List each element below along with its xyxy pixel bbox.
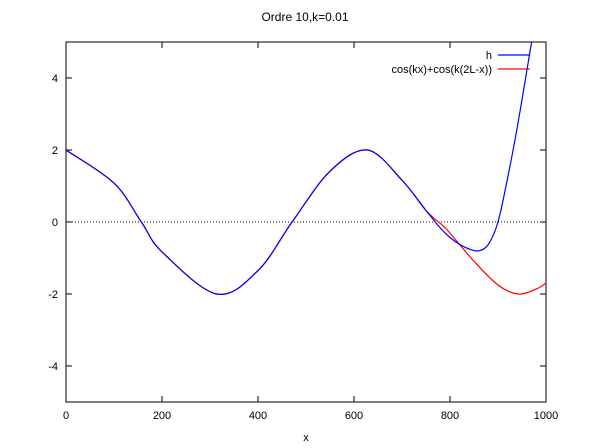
axis-ticks: 0 200 400 600 800 1000 4 2 0 -2 -4 xyxy=(48,42,558,422)
legend-label: h xyxy=(486,50,492,62)
chart-title: Ordre 10,k=0.01 xyxy=(261,10,348,24)
x-tick-label: 200 xyxy=(153,410,171,422)
x-tick-label: 400 xyxy=(249,410,267,422)
y-tick-label: -4 xyxy=(48,361,58,373)
legend-label: cos(kx)+cos(k(2L-x)) xyxy=(391,64,492,76)
y-tick-label: -2 xyxy=(48,289,58,301)
y-tick-label: 0 xyxy=(52,217,58,229)
y-tick-label: 2 xyxy=(52,145,58,157)
series-line-h xyxy=(66,42,533,295)
x-tick-label: 800 xyxy=(441,410,459,422)
legend: h cos(kx)+cos(k(2L-x)) xyxy=(391,50,530,76)
y-tick-label: 4 xyxy=(52,73,58,85)
x-axis-label: x xyxy=(303,432,309,444)
x-tick-label: 0 xyxy=(63,410,69,422)
x-tick-label: 1000 xyxy=(534,410,558,422)
x-tick-label: 600 xyxy=(345,410,363,422)
series-layer xyxy=(66,42,546,295)
